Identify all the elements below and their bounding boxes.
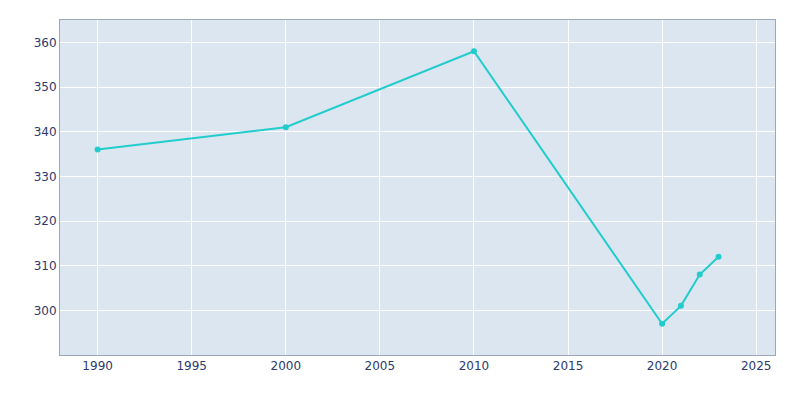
svg-text:2000: 2000 [271, 359, 302, 373]
svg-text:330: 330 [34, 170, 57, 184]
svg-text:300: 300 [34, 304, 57, 318]
svg-text:2005: 2005 [365, 359, 396, 373]
svg-text:1990: 1990 [82, 359, 113, 373]
svg-text:2015: 2015 [553, 359, 584, 373]
svg-text:1995: 1995 [176, 359, 207, 373]
svg-text:340: 340 [34, 125, 57, 139]
svg-text:2025: 2025 [741, 359, 772, 373]
svg-text:320: 320 [34, 214, 57, 228]
svg-text:360: 360 [34, 36, 57, 50]
svg-text:2010: 2010 [459, 359, 490, 373]
svg-text:2020: 2020 [647, 359, 678, 373]
svg-text:350: 350 [34, 80, 57, 94]
svg-text:310: 310 [34, 259, 57, 273]
